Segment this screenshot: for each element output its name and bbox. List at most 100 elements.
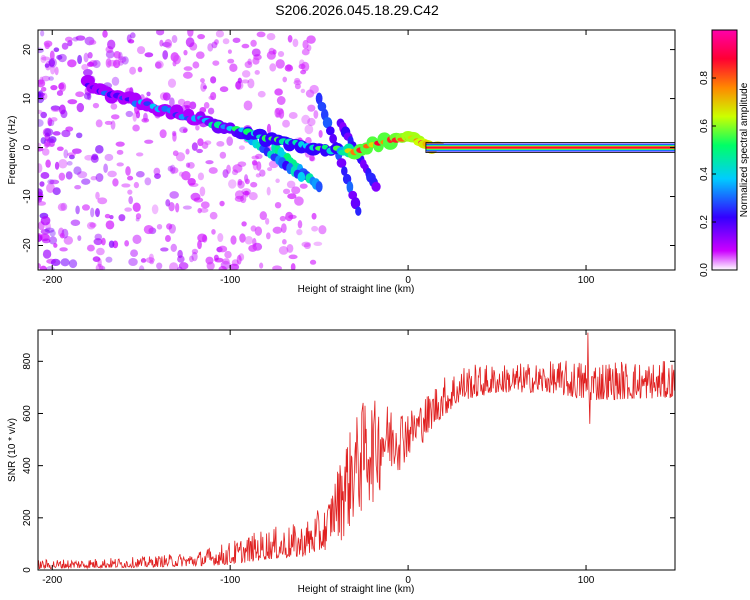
- spectrogram-noise-cell: [287, 193, 297, 200]
- spectrogram-noise-cell: [274, 201, 282, 209]
- spectrogram-noise-cell: [112, 59, 121, 69]
- spectrogram-noise-cell: [241, 70, 251, 78]
- spectrogram-noise-cell: [309, 84, 319, 94]
- spectrogram-noise-cell: [243, 100, 253, 111]
- spectrogram-noise-cell: [255, 173, 261, 178]
- spectrogram-noise-cell: [116, 162, 124, 167]
- spectrogram-noise-cell: [266, 232, 271, 240]
- spectrogram-noise-cell: [144, 139, 154, 144]
- spectrogram-noise-cell: [68, 154, 75, 160]
- spectrogram-noise-cell: [175, 152, 186, 162]
- spectrogram-noise-cell: [244, 235, 254, 245]
- spectrogram-noise-cell: [247, 78, 255, 89]
- spectrogram-noise-cell: [75, 35, 86, 41]
- spectrogram-xtick-label: -200: [42, 275, 62, 286]
- spectrogram-noise-cell: [318, 129, 323, 138]
- spectrogram-noise-cell: [103, 163, 108, 174]
- spectrogram-branch-cell: [322, 117, 333, 129]
- spectrogram-noise-cell: [171, 130, 177, 137]
- spectrogram-noise-cell: [93, 238, 103, 246]
- spectrogram-noise-cell: [237, 77, 243, 84]
- spectrogram-noise-cell: [65, 171, 73, 180]
- spectrogram-noise-cell: [168, 223, 176, 234]
- spectrogram-noise-cell: [276, 96, 286, 105]
- spectrogram-noise-cell: [311, 225, 319, 232]
- spectrogram-noise-cell: [160, 247, 169, 252]
- spectrogram-noise-cell: [56, 146, 64, 152]
- spectrogram-noise-cell: [292, 38, 299, 48]
- spectrogram-noise-cell: [105, 50, 115, 59]
- spectrogram-noise-cell: [40, 86, 47, 92]
- spectrogram-noise-cell: [242, 190, 250, 196]
- spectrogram-noise-cell: [104, 213, 111, 219]
- spectrogram-noise-cell: [38, 142, 42, 148]
- spectrogram-noise-cell: [187, 178, 196, 186]
- spectrogram-noise-cell: [48, 57, 57, 68]
- spectrogram-noise-cell: [201, 141, 209, 149]
- spectrogram-noise-cell: [61, 42, 69, 50]
- spectrogram-noise-cell: [248, 192, 258, 201]
- spectrogram-noise-cell: [237, 161, 247, 167]
- spectrogram-noise-cell: [244, 61, 253, 69]
- spectrogram-noise-cell: [124, 240, 130, 247]
- spectrogram-noise-cell: [40, 30, 45, 37]
- snr-ytick-label: 600: [22, 405, 33, 422]
- spectrogram-noise-cell: [38, 47, 44, 54]
- spectrogram-noise-cell: [277, 50, 285, 57]
- snr-xtick-label: 100: [578, 575, 595, 586]
- spectrogram-noise-cell: [219, 200, 225, 207]
- spectrogram-noise-cell: [95, 263, 104, 270]
- spectrogram-noise-cell: [104, 120, 113, 125]
- spectrogram-noise-cell: [87, 52, 93, 59]
- spectrogram-noise-cell: [275, 59, 285, 69]
- spectrogram-noise-cell: [64, 36, 73, 42]
- spectrogram-noise-cell: [286, 243, 294, 253]
- spectrogram-noise-cell: [130, 249, 139, 257]
- spectrogram-noise-cell: [75, 205, 80, 215]
- spectrogram-noise-cell: [115, 141, 125, 147]
- spectrogram-noise-cell: [197, 207, 202, 214]
- spectrogram-noise-cell: [73, 166, 82, 175]
- spectrogram-noise-cell: [307, 117, 316, 127]
- spectrogram-noise-cell: [118, 214, 126, 222]
- spectrogram-noise-cell: [58, 82, 65, 90]
- spectrogram-noise-cell: [38, 196, 43, 203]
- spectrogram-noise-cell: [81, 178, 91, 185]
- spectrogram-noise-cell: [200, 78, 205, 83]
- spectrogram-noise-cell: [41, 148, 50, 156]
- spectrogram-noise-cell: [53, 242, 58, 248]
- spectrogram-noise-cell: [199, 207, 209, 213]
- spectrogram-noise-cell: [300, 88, 306, 94]
- spectrogram-noise-cell: [107, 39, 116, 50]
- colorbar: 0.0 0.2 0.4 0.6 0.8 Normalized spectral ampl…: [699, 29, 750, 277]
- spectrogram-noise-cell: [63, 236, 74, 245]
- spectrogram-noise-cell: [145, 257, 155, 263]
- spectrogram-noise-cell: [275, 178, 280, 184]
- spectrogram-noise-cell: [241, 188, 252, 196]
- spectrogram-noise-cell: [65, 126, 74, 132]
- spectrogram-noise-cell: [236, 254, 242, 265]
- spectrogram-noise-cell: [177, 255, 185, 263]
- spectrogram-branch-cell: [371, 181, 381, 192]
- spectrogram-noise-cell: [135, 152, 144, 157]
- spectrogram-noise-cell: [252, 57, 260, 65]
- spectrogram-noise-cell: [171, 35, 178, 44]
- spectrogram-noise-cell: [92, 102, 100, 109]
- spectrogram-noise-cell: [173, 54, 181, 65]
- colorbar-tick-label: 0.6: [699, 119, 710, 133]
- spectrogram-noise-cell: [102, 30, 108, 38]
- spectrogram-noise-cell: [309, 156, 316, 162]
- snr-marks: [38, 332, 675, 570]
- spectrogram-noise-cell: [50, 117, 58, 122]
- spectrogram-noise-cell: [197, 240, 202, 250]
- spectrogram-noise-cell: [285, 211, 294, 222]
- spectrogram-noise-cell: [177, 98, 186, 106]
- spectrogram-noise-cell: [207, 107, 215, 115]
- spectrogram-noise-cell: [169, 164, 176, 175]
- spectrogram-noise-cell: [307, 104, 316, 112]
- spectrogram-noise-cell: [104, 153, 114, 162]
- spectrogram-noise-cell: [141, 117, 150, 123]
- spectrogram-noise-cell: [53, 47, 60, 53]
- spectrogram-noise-cell: [61, 129, 71, 138]
- spectrogram-noise-cell: [280, 223, 287, 234]
